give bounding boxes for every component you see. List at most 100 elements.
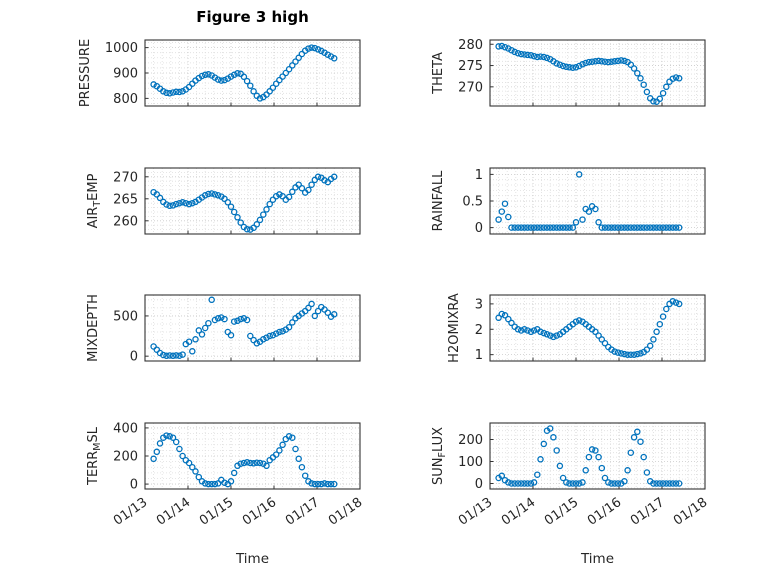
y-axis-label: PRESSURE: [78, 39, 93, 107]
y-tick-label: 2: [475, 323, 483, 338]
data-point: [182, 199, 190, 207]
data-point: [240, 73, 248, 81]
data-point: [201, 192, 209, 199]
data-point: [230, 318, 238, 325]
data-point: [243, 459, 251, 466]
data-point: [260, 211, 267, 218]
y-tick-label: 270: [458, 80, 483, 95]
data-point: [505, 45, 512, 52]
data-point: [305, 186, 312, 194]
data-point: [585, 58, 593, 66]
data-point: [605, 479, 612, 486]
series-rainfall: [495, 171, 683, 231]
data-point: [588, 58, 596, 65]
data-point: [237, 219, 244, 226]
data-point: [263, 91, 270, 98]
data-point: [659, 224, 667, 231]
data-point: [669, 298, 677, 305]
data-point: [627, 351, 635, 358]
data-point: [243, 316, 251, 324]
data-point: [517, 224, 525, 231]
data-point: [630, 351, 638, 358]
data-point: [614, 349, 622, 356]
data-point: [663, 305, 670, 313]
axes-box: [489, 167, 706, 235]
data-point: [669, 224, 677, 231]
data-point: [534, 224, 541, 231]
data-point: [524, 224, 531, 231]
data-point: [214, 480, 222, 487]
data-point: [511, 224, 518, 231]
data-point: [505, 315, 512, 323]
data-point: [672, 224, 680, 231]
data-point: [330, 55, 338, 62]
data-point: [208, 480, 215, 488]
data-point: [553, 60, 560, 67]
data-point: [234, 317, 241, 325]
y-tick-label: 0: [130, 350, 138, 365]
axes-box: [144, 167, 361, 235]
data-point: [295, 455, 302, 463]
axes-box: [489, 422, 706, 490]
data-point: [247, 459, 254, 467]
data-point: [285, 433, 293, 440]
data-point: [650, 98, 657, 105]
x-tick-label: 01/15: [197, 495, 236, 529]
data-point: [514, 49, 522, 57]
data-point: [517, 480, 525, 487]
data-point: [324, 309, 332, 316]
x-tick-label: 01/17: [628, 495, 667, 529]
data-point: [282, 69, 290, 77]
data-point: [501, 43, 509, 51]
data-point: [553, 332, 560, 339]
subplot-sun_flux: 01/13 01/14 01/15 01/16 01/17 01/18 0 100 200 SUN…: [431, 422, 710, 529]
data-point: [224, 328, 232, 336]
data-point: [572, 219, 580, 226]
data-point: [579, 216, 586, 223]
data-point: [650, 224, 657, 231]
data-point: [266, 200, 273, 208]
data-point: [543, 331, 551, 338]
axes-box: [144, 294, 361, 362]
data-point: [169, 202, 177, 209]
data-point: [495, 314, 502, 322]
data-point: [292, 58, 299, 65]
data-point: [272, 192, 280, 200]
data-point: [308, 300, 315, 308]
data-point: [218, 77, 225, 84]
data-point: [169, 352, 177, 360]
data-point: [527, 328, 535, 336]
data-point: [537, 456, 544, 463]
data-point: [263, 206, 270, 213]
data-point: [656, 224, 664, 231]
data-point: [279, 73, 286, 80]
x-tick-label: 01/14: [154, 495, 193, 529]
data-point: [256, 459, 264, 467]
axes-box: [489, 294, 706, 362]
data-point: [646, 95, 654, 102]
data-point: [553, 447, 560, 454]
data-point: [659, 313, 667, 320]
data-point: [205, 71, 212, 78]
data-point: [575, 171, 583, 178]
data-point: [575, 480, 583, 487]
data-point: [598, 464, 606, 472]
y-axis-label-part: MIXDEPTH: [86, 294, 101, 362]
data-point: [663, 224, 670, 231]
data-point: [614, 480, 622, 487]
data-point: [189, 463, 196, 471]
data-point: [675, 480, 683, 487]
data-point: [240, 459, 248, 467]
data-point: [176, 352, 183, 359]
data-point: [598, 336, 606, 343]
data-point: [575, 62, 583, 70]
y-axis-label-subscript: M: [92, 443, 103, 451]
data-point: [646, 224, 654, 231]
data-point: [224, 199, 232, 206]
data-point: [579, 479, 586, 486]
data-point: [640, 453, 647, 461]
data-point: [240, 315, 248, 322]
data-point: [621, 350, 628, 358]
data-point: [598, 58, 606, 65]
